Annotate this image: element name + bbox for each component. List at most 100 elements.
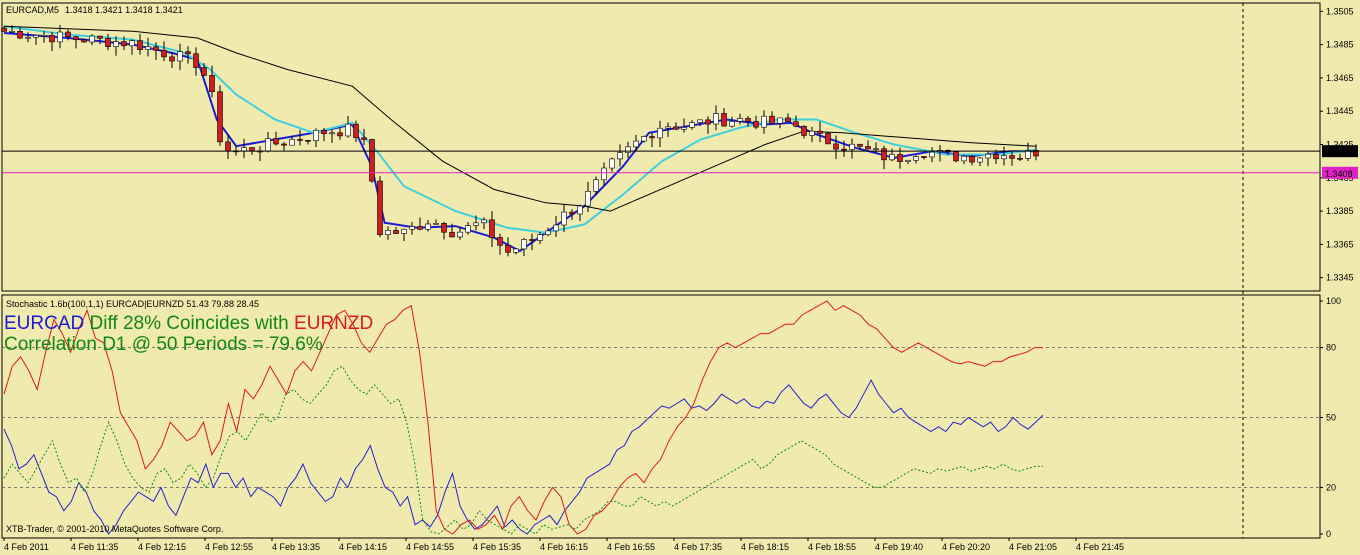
candle-body xyxy=(113,41,119,47)
candle-body xyxy=(145,46,151,50)
candle-body xyxy=(993,153,999,160)
candle-body xyxy=(129,40,135,47)
candle-body xyxy=(801,125,807,136)
stochastic-panel-border xyxy=(1,294,1321,539)
price-tick-label: 1.3365 xyxy=(1326,239,1354,249)
candle-body xyxy=(961,155,967,162)
candle-body xyxy=(697,119,703,123)
candle-body xyxy=(633,140,639,148)
time-tick-label: 4 Feb 12:15 xyxy=(138,542,186,552)
candle-body xyxy=(89,35,95,43)
candle-body xyxy=(401,228,407,234)
time-tick-label: 4 Feb 14:15 xyxy=(339,542,387,552)
candle-body xyxy=(745,118,751,122)
chart-header: EURCAD,M5 1.3418 1.3421 1.3418 1.3421 xyxy=(6,5,183,15)
candle-body xyxy=(833,143,839,150)
candle-body xyxy=(65,31,71,38)
candle-body xyxy=(249,147,255,152)
moving-average-line xyxy=(3,25,1037,234)
candle-body xyxy=(601,167,607,181)
candle-body xyxy=(521,239,527,250)
candle-body xyxy=(681,127,687,130)
candle-body xyxy=(753,121,759,128)
candle-body xyxy=(713,113,719,125)
candle-body xyxy=(97,35,103,39)
candle-body xyxy=(73,36,79,41)
candle-body xyxy=(505,244,511,253)
candle-body xyxy=(169,56,175,62)
candle-body xyxy=(273,138,279,145)
candle-body xyxy=(425,223,431,230)
ask-price-label: 1.3408 xyxy=(1325,169,1353,179)
candle-body xyxy=(761,115,767,128)
candle-body xyxy=(1001,155,1007,160)
candle-body xyxy=(193,53,199,68)
candle-body xyxy=(873,148,879,151)
candle-body xyxy=(361,137,367,140)
time-tick-label: 4 Feb 18:15 xyxy=(741,542,789,552)
candle-body xyxy=(177,51,183,62)
candle-body xyxy=(785,117,791,122)
time-tick-label: 4 Feb 13:35 xyxy=(272,542,320,552)
time-tick-label: 4 Feb 21:05 xyxy=(1009,542,1057,552)
candle-body xyxy=(57,31,63,43)
ohlc-label: 1.3418 1.3421 1.3418 1.3421 xyxy=(65,5,183,15)
candle-body xyxy=(201,67,207,76)
candle-body xyxy=(577,205,583,215)
candle-body xyxy=(449,231,455,238)
candle-body xyxy=(473,222,479,226)
stochastic-axis: 100 80 50 20 0 xyxy=(2,296,1341,539)
candle-body xyxy=(465,225,471,233)
candle-body xyxy=(81,39,87,43)
candle-body xyxy=(1009,155,1015,159)
candle-body xyxy=(977,157,983,163)
candle-body xyxy=(657,127,663,139)
candle-body xyxy=(337,132,343,137)
candle-body xyxy=(921,156,927,158)
candle-body xyxy=(297,139,303,141)
candle-body xyxy=(865,146,871,150)
stochastic-line xyxy=(3,300,1043,535)
candle-body xyxy=(585,191,591,207)
copyright-text: XTB-Trader, © 2001-2010 MetaQuotes Softw… xyxy=(6,524,223,534)
time-tick-label: 4 Feb 12:55 xyxy=(205,542,253,552)
candle-body xyxy=(185,51,191,55)
candle-body xyxy=(289,139,295,146)
stochastic-tick-label: 50 xyxy=(1326,413,1336,423)
candle-body xyxy=(769,115,775,124)
candle-body xyxy=(793,121,799,127)
candle-body xyxy=(281,143,287,146)
price-tick-label: 1.3465 xyxy=(1326,73,1354,83)
time-tick-label: 4 Feb 14:55 xyxy=(406,542,454,552)
candle-body xyxy=(241,147,247,152)
candle-body xyxy=(1025,150,1031,159)
candle-body xyxy=(529,239,535,241)
candle-body xyxy=(673,126,679,130)
candle-body xyxy=(265,138,271,152)
candle-body xyxy=(1033,150,1039,157)
correlation-line-2: Correlation D1 @ 50 Periods = 79.6% xyxy=(4,334,323,355)
time-tick-label: 4 Feb 16:55 xyxy=(607,542,655,552)
candle-body xyxy=(841,148,847,151)
stochastic-tick-label: 80 xyxy=(1326,343,1336,353)
candle-body xyxy=(353,123,359,139)
candle-body xyxy=(825,133,831,145)
candle-body xyxy=(817,130,823,134)
overlay-eurcad-label: EURCAD xyxy=(4,313,84,334)
price-tick-label: 1.3425 xyxy=(1326,140,1354,150)
candle-body xyxy=(153,46,159,51)
candle-body xyxy=(457,231,463,238)
indicator-title: Stochastic 1.6b(100,1,1) EURCAD|EURNZD 5… xyxy=(6,299,259,309)
candle-body xyxy=(161,49,167,58)
price-tick-label: 1.3385 xyxy=(1326,206,1354,216)
candle-body xyxy=(665,126,671,129)
stochastic-lines xyxy=(3,300,1044,535)
stochastic-tick-label: 100 xyxy=(1326,296,1341,306)
candle-body xyxy=(385,230,391,236)
price-tick-label: 1.3505 xyxy=(1326,6,1354,16)
candle-body xyxy=(49,35,55,43)
candle-body xyxy=(609,158,615,169)
candle-body xyxy=(689,122,695,128)
candle-body xyxy=(137,40,143,50)
